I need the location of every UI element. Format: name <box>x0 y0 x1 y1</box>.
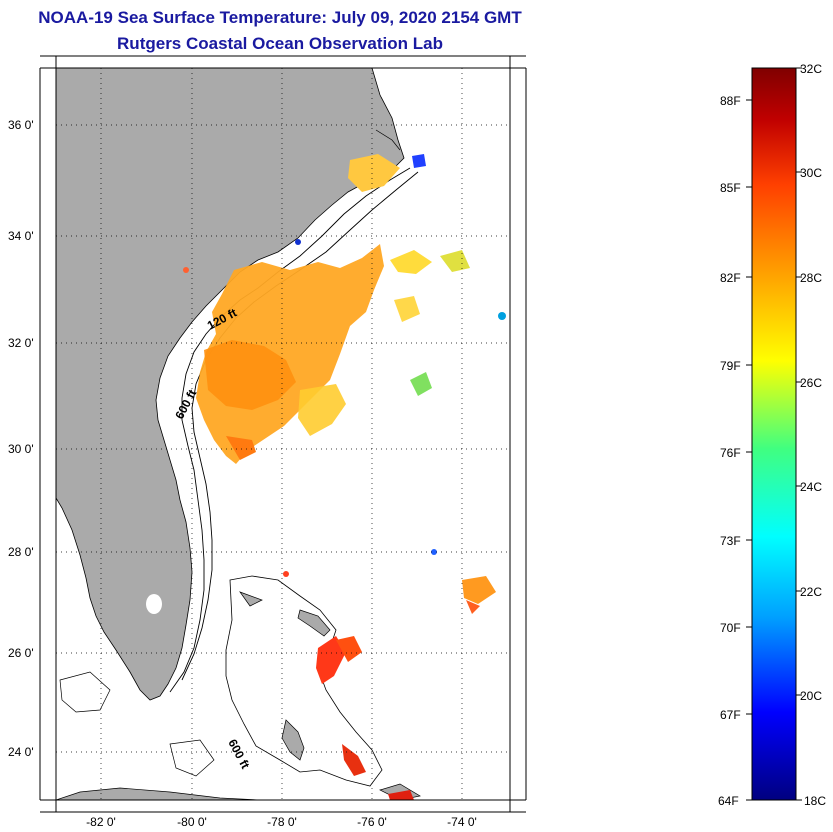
cb-f-70: 70F <box>720 621 741 635</box>
colorbar-ticks <box>746 67 802 801</box>
lat-label-36: 36 0' <box>8 118 34 132</box>
lon-labels: -82 0' -80 0' -78 0' -76 0' -74 0' <box>86 815 477 829</box>
land-bahamas-3 <box>239 591 263 607</box>
cb-f-76: 76F <box>720 446 741 460</box>
cb-c-32: 32C <box>800 62 823 76</box>
lat-label-24: 24 0' <box>8 745 34 759</box>
lon-label-80: -80 0' <box>177 815 207 829</box>
lat-label-34: 34 0' <box>8 229 34 243</box>
map-subtitle: Rutgers Coastal Ocean Observation Lab <box>117 34 443 53</box>
land-cuba <box>56 787 261 800</box>
lon-label-74: -74 0' <box>447 815 477 829</box>
cb-c-18: 18C <box>804 794 827 808</box>
cb-c-28: 28C <box>800 271 823 285</box>
lat-labels: 36 0' 34 0' 32 0' 30 0' 28 0' 26 0' 24 0… <box>8 118 34 759</box>
lat-label-28: 28 0' <box>8 545 34 559</box>
gridlines <box>56 68 510 800</box>
contour-120ft <box>169 167 411 693</box>
cb-f-82: 82F <box>720 271 741 285</box>
cb-f-79: 79F <box>720 359 741 373</box>
contour-600ft <box>181 171 419 681</box>
cb-c-22: 22C <box>800 585 823 599</box>
sst-data <box>183 154 506 800</box>
cb-c-30: 30C <box>800 166 823 180</box>
cb-c-26: 26C <box>800 376 823 390</box>
lon-label-78: -78 0' <box>267 815 297 829</box>
lon-label-76: -76 0' <box>357 815 387 829</box>
cb-f-85: 85F <box>720 181 741 195</box>
land-us-coast <box>56 68 405 701</box>
lon-label-82: -82 0' <box>86 815 116 829</box>
lat-label-26: 26 0' <box>8 646 34 660</box>
cb-f-73: 73F <box>720 534 741 548</box>
frame-ticks <box>39 55 527 813</box>
cb-f-88: 88F <box>720 94 741 108</box>
cb-f-67: 67F <box>720 708 741 722</box>
cb-c-24: 24C <box>800 480 823 494</box>
lat-label-30: 30 0' <box>8 442 34 456</box>
map-border <box>55 67 511 801</box>
colorbar <box>751 67 797 801</box>
land-bahamas-2 <box>297 609 331 637</box>
cb-c-20: 20C <box>800 689 823 703</box>
map-title: NOAA-19 Sea Surface Temperature: July 09… <box>38 8 522 27</box>
lat-label-32: 32 0' <box>8 336 34 350</box>
cb-f-64: 64F <box>718 794 739 808</box>
contour-bahamas <box>225 575 383 787</box>
lake-okeechobee <box>146 594 162 614</box>
